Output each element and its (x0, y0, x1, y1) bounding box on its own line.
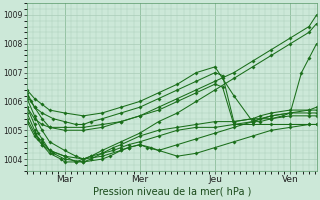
X-axis label: Pression niveau de la mer( hPa ): Pression niveau de la mer( hPa ) (92, 187, 251, 197)
